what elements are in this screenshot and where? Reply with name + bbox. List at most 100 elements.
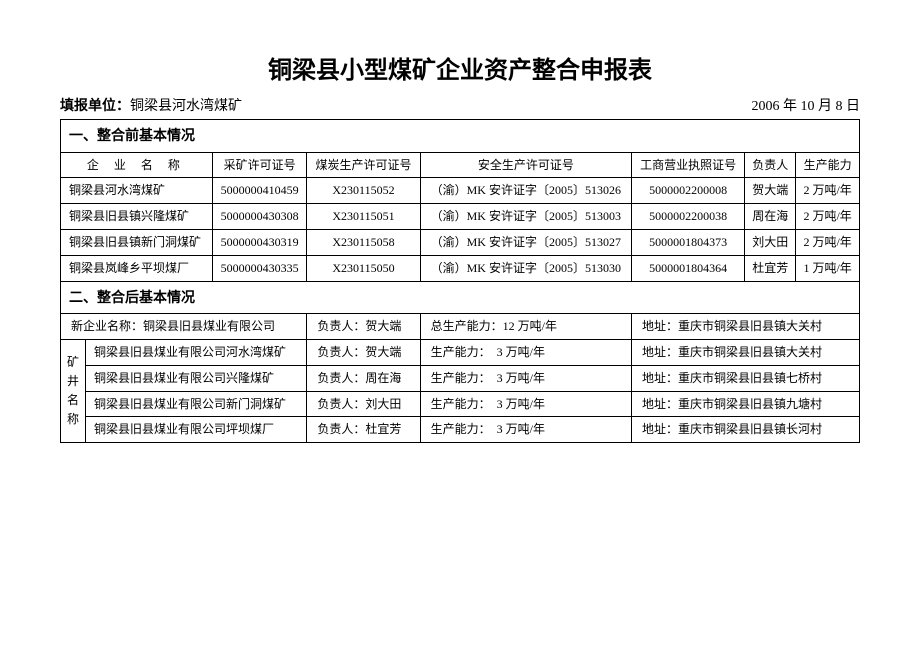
cell-business: 5000001804364: [631, 255, 744, 281]
col-capacity: 生产能力: [796, 152, 860, 178]
address-value: 重庆市铜梁县旧县镇大关村: [678, 345, 822, 359]
leader-label: 负责人：: [317, 319, 365, 333]
new-company-label: 新企业名称：: [71, 319, 143, 333]
cell-business: 5000002200008: [631, 178, 744, 204]
reporting-unit: 填报单位：铜梁县河水湾煤矿: [60, 95, 242, 115]
cell-coal: X230115052: [307, 178, 420, 204]
total-capacity-value: 12 万吨/年: [503, 319, 557, 333]
address-label: 地址：: [642, 371, 678, 385]
cell-safety: （渝）MK 安许证字〔2005〕513026: [420, 178, 631, 204]
cell-business: 5000002200038: [631, 204, 744, 230]
report-date: 2006 年 10 月 8 日: [752, 95, 861, 115]
cell-mining: 5000000430308: [212, 204, 307, 230]
leader-value: 周在海: [365, 371, 401, 385]
col-coal: 煤炭生产许可证号: [307, 152, 420, 178]
address-label: 地址：: [642, 319, 678, 333]
table-row: 铜梁县旧县镇兴隆煤矿 5000000430308 X230115051 （渝）M…: [61, 204, 860, 230]
cell-capacity: 2 万吨/年: [796, 178, 860, 204]
capacity-value: 3 万吨/年: [497, 345, 545, 359]
address-label: 地址：: [642, 345, 678, 359]
mine-row: 铜梁县旧县煤业有限公司新门洞煤矿 负责人：刘大田 生产能力： 3 万吨/年 地址…: [61, 391, 860, 417]
mine-row: 铜梁县旧县煤业有限公司坪坝煤厂 负责人：杜宜芳 生产能力： 3 万吨/年 地址：…: [61, 417, 860, 443]
cell-name: 铜梁县河水湾煤矿: [61, 178, 213, 204]
new-leader: 负责人：贺大端: [307, 314, 420, 340]
cell-mining: 5000000410459: [212, 178, 307, 204]
cell-leader: 杜宜芳: [745, 255, 796, 281]
mine-row: 铜梁县旧县煤业有限公司兴隆煤矿 负责人：周在海 生产能力： 3 万吨/年 地址：…: [61, 365, 860, 391]
address-value: 重庆市铜梁县旧县镇大关村: [678, 319, 822, 333]
mine-address: 地址：重庆市铜梁县旧县镇七桥村: [631, 365, 859, 391]
section2-row: 二、整合后基本情况: [61, 281, 860, 314]
reporting-unit-label: 填报单位：: [60, 99, 130, 114]
capacity-label: 生产能力：: [431, 345, 491, 359]
reporting-unit-value: 铜梁县河水湾煤矿: [130, 99, 242, 114]
leader-label: 负责人：: [317, 422, 365, 436]
mine-name: 铜梁县旧县煤业有限公司坪坝煤厂: [86, 417, 307, 443]
mine-leader: 负责人：周在海: [307, 365, 420, 391]
cell-leader: 周在海: [745, 204, 796, 230]
address-value: 重庆市铜梁县旧县镇九塘村: [678, 397, 822, 411]
cell-business: 5000001804373: [631, 229, 744, 255]
mine-capacity: 生产能力： 3 万吨/年: [420, 339, 631, 365]
cell-mining: 5000000430319: [212, 229, 307, 255]
mine-capacity: 生产能力： 3 万吨/年: [420, 391, 631, 417]
section1-heading: 一、整合前基本情况: [61, 120, 860, 153]
capacity-label: 生产能力：: [431, 371, 491, 385]
address-value: 重庆市铜梁县旧县镇七桥村: [678, 371, 822, 385]
section1-row: 一、整合前基本情况: [61, 120, 860, 153]
section2-heading: 二、整合后基本情况: [61, 281, 860, 314]
new-company-row: 新企业名称：铜梁县旧县煤业有限公司 负责人：贺大端 总生产能力：12 万吨/年 …: [61, 314, 860, 340]
mine-capacity: 生产能力： 3 万吨/年: [420, 417, 631, 443]
mine-row: 矿井名称 铜梁县旧县煤业有限公司河水湾煤矿 负责人：贺大端 生产能力： 3 万吨…: [61, 339, 860, 365]
cell-name: 铜梁县旧县镇兴隆煤矿: [61, 204, 213, 230]
new-company: 新企业名称：铜梁县旧县煤业有限公司: [61, 314, 307, 340]
cell-safety: （渝）MK 安许证字〔2005〕513003: [420, 204, 631, 230]
mine-capacity: 生产能力： 3 万吨/年: [420, 365, 631, 391]
new-address: 地址：重庆市铜梁县旧县镇大关村: [631, 314, 859, 340]
new-company-value: 铜梁县旧县煤业有限公司: [143, 319, 275, 333]
mine-name: 铜梁县旧县煤业有限公司新门洞煤矿: [86, 391, 307, 417]
mine-name: 铜梁县旧县煤业有限公司兴隆煤矿: [86, 365, 307, 391]
leader-label: 负责人：: [317, 371, 365, 385]
address-label: 地址：: [642, 422, 678, 436]
col-leader: 负责人: [745, 152, 796, 178]
cell-coal: X230115058: [307, 229, 420, 255]
cell-capacity: 2 万吨/年: [796, 204, 860, 230]
cell-coal: X230115050: [307, 255, 420, 281]
cell-safety: （渝）MK 安许证字〔2005〕513030: [420, 255, 631, 281]
mine-address: 地址：重庆市铜梁县旧县镇大关村: [631, 339, 859, 365]
leader-value: 刘大田: [365, 397, 401, 411]
mine-address: 地址：重庆市铜梁县旧县镇长河村: [631, 417, 859, 443]
page-title: 铜梁县小型煤矿企业资产整合申报表: [60, 50, 860, 85]
address-label: 地址：: [642, 397, 678, 411]
table-row: 铜梁县河水湾煤矿 5000000410459 X230115052 （渝）MK …: [61, 178, 860, 204]
leader-value: 贺大端: [365, 319, 401, 333]
cell-safety: （渝）MK 安许证字〔2005〕513027: [420, 229, 631, 255]
section1-columns: 企 业 名 称 采矿许可证号 煤炭生产许可证号 安全生产许可证号 工商营业执照证…: [61, 152, 860, 178]
cell-mining: 5000000430335: [212, 255, 307, 281]
cell-leader: 刘大田: [745, 229, 796, 255]
cell-name: 铜梁县旧县镇新门洞煤矿: [61, 229, 213, 255]
col-safety: 安全生产许可证号: [420, 152, 631, 178]
capacity-value: 3 万吨/年: [497, 371, 545, 385]
leader-label: 负责人：: [317, 397, 365, 411]
leader-value: 杜宜芳: [365, 422, 401, 436]
mine-leader: 负责人：贺大端: [307, 339, 420, 365]
capacity-value: 3 万吨/年: [497, 422, 545, 436]
mine-leader: 负责人：刘大田: [307, 391, 420, 417]
address-value: 重庆市铜梁县旧县镇长河村: [678, 422, 822, 436]
table-row: 铜梁县岚峰乡平坝煤厂 5000000430335 X230115050 （渝）M…: [61, 255, 860, 281]
col-name: 企 业 名 称: [61, 152, 213, 178]
cell-capacity: 2 万吨/年: [796, 229, 860, 255]
cell-capacity: 1 万吨/年: [796, 255, 860, 281]
total-capacity: 总生产能力：12 万吨/年: [420, 314, 631, 340]
leader-value: 贺大端: [365, 345, 401, 359]
total-capacity-label: 总生产能力：: [431, 319, 503, 333]
capacity-value: 3 万吨/年: [497, 397, 545, 411]
cell-leader: 贺大端: [745, 178, 796, 204]
cell-coal: X230115051: [307, 204, 420, 230]
capacity-label: 生产能力：: [431, 422, 491, 436]
capacity-label: 生产能力：: [431, 397, 491, 411]
leader-label: 负责人：: [317, 345, 365, 359]
mine-label: 矿井名称: [61, 339, 86, 442]
